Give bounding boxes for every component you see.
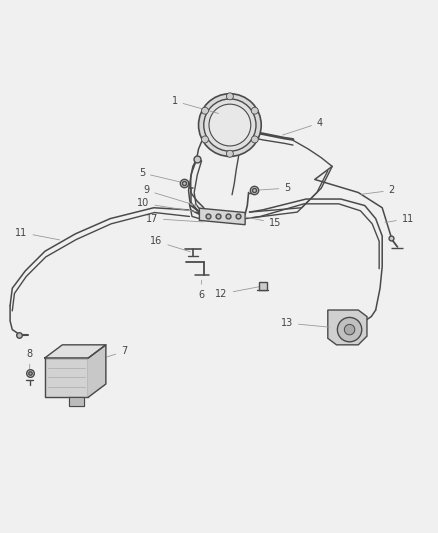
Circle shape xyxy=(337,318,362,342)
Polygon shape xyxy=(45,345,106,358)
Text: 5: 5 xyxy=(139,168,181,182)
Text: 12: 12 xyxy=(215,287,260,299)
Text: 16: 16 xyxy=(150,236,190,252)
Text: 13: 13 xyxy=(281,318,329,328)
Circle shape xyxy=(251,107,258,114)
Text: 17: 17 xyxy=(146,214,203,224)
Circle shape xyxy=(201,107,208,114)
Text: 2: 2 xyxy=(361,185,395,195)
Text: 15: 15 xyxy=(246,217,282,228)
Circle shape xyxy=(251,136,258,143)
Circle shape xyxy=(198,94,261,156)
Circle shape xyxy=(201,136,208,143)
Text: 9: 9 xyxy=(143,185,197,206)
Polygon shape xyxy=(88,345,106,397)
Circle shape xyxy=(204,99,256,151)
Text: 11: 11 xyxy=(15,228,60,240)
Polygon shape xyxy=(199,208,245,225)
Text: 4: 4 xyxy=(283,118,323,135)
Text: 11: 11 xyxy=(385,214,414,224)
Circle shape xyxy=(344,325,355,335)
Polygon shape xyxy=(69,397,84,406)
Text: 10: 10 xyxy=(137,198,197,212)
Circle shape xyxy=(226,93,233,100)
Polygon shape xyxy=(45,358,88,397)
Text: 7: 7 xyxy=(93,346,127,361)
Circle shape xyxy=(209,104,251,146)
Text: 5: 5 xyxy=(257,183,290,193)
Text: 1: 1 xyxy=(172,96,219,114)
Circle shape xyxy=(226,150,233,157)
Text: 6: 6 xyxy=(198,280,205,300)
Text: 8: 8 xyxy=(27,349,33,370)
Polygon shape xyxy=(328,310,367,345)
